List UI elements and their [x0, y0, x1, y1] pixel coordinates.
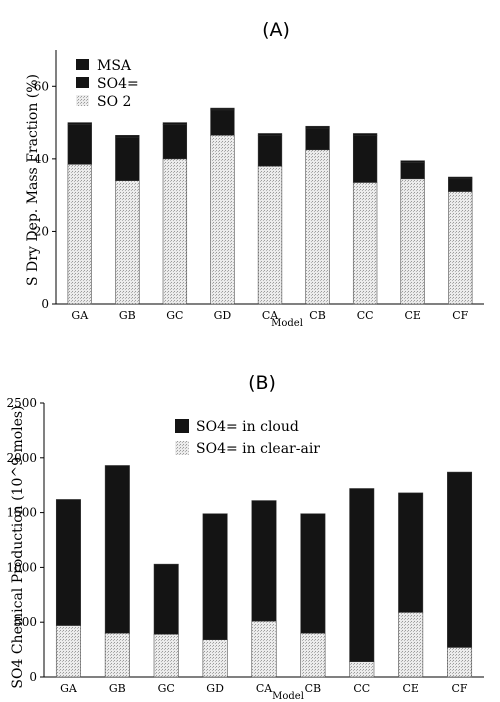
y-tick-label: 1000 — [6, 560, 37, 574]
legend-label-so4: SO4= — [97, 76, 139, 92]
x-tick-label: CE — [402, 682, 418, 695]
bar-segment-so-2-gd — [210, 135, 235, 305]
x-tick-label: GD — [206, 682, 224, 695]
legend-label-so4-cloud: SO4= in cloud — [196, 419, 299, 435]
bar-segment-so4--cf — [448, 178, 473, 192]
bar-segment-so4-in-clear-air-gd — [202, 639, 228, 678]
bar-segment-so4--gb — [115, 136, 140, 181]
x-tick-label: CC — [357, 309, 374, 322]
panel-a-legend: MSA SO4= SO 2 — [76, 58, 139, 110]
bar-segment-so4-in-cloud-cf — [447, 471, 473, 648]
bar-segment-so-2-gc — [162, 158, 188, 305]
x-tick-label: GA — [60, 682, 78, 695]
y-tick-label: 500 — [14, 615, 37, 629]
bar-segment-msa-cb — [305, 125, 330, 129]
x-tick-label: CF — [452, 309, 468, 322]
bar-segment-so4-in-clear-air-ga — [55, 625, 81, 678]
bar-segment-so4--ca — [257, 135, 283, 167]
bar-segment-msa-ga — [67, 122, 92, 125]
bar-segment-so4--ce — [400, 162, 425, 180]
x-tick-label: CA — [262, 309, 279, 322]
x-tick-label: CA — [256, 682, 273, 695]
x-tick-label: GB — [119, 309, 136, 322]
bar-segment-msa-gc — [162, 122, 188, 125]
bar-segment-so4-in-clear-air-gb — [104, 632, 130, 678]
bar-segment-so4--gd — [210, 109, 235, 136]
panel-b-axes: 0 500 1000 1500 2000 2500 GA GB GC GD CA CB CC CE CF — [6, 396, 484, 695]
x-tick-label: CF — [452, 682, 468, 695]
bar-segment-so-2-ce — [400, 178, 425, 305]
legend-label-so2: SO 2 — [97, 94, 131, 110]
bar-segment-so4-in-cloud-gd — [202, 513, 228, 640]
bar-segment-so-2-ca — [257, 165, 283, 305]
bar-segment-so4-in-clear-air-gc — [153, 634, 179, 678]
y-tick-label: 20 — [34, 224, 49, 238]
bar-segment-so-2-ga — [67, 164, 92, 305]
bar-segment-so4-in-cloud-cc — [349, 488, 375, 662]
bar-segment-so4-in-cloud-ca — [251, 500, 277, 622]
x-tick-label: CE — [404, 309, 420, 322]
bar-segment-so4-in-cloud-gb — [104, 465, 130, 634]
legend-swatch-so4 — [76, 77, 89, 88]
bar-segment-so-2-cc — [352, 182, 378, 305]
x-tick-label: GD — [214, 309, 232, 322]
y-tick-label: 2000 — [6, 451, 37, 465]
panel-a: (A) 0 20 40 60 GA GB GC GD CA CB CC CE CF Model S Dr… — [25, 19, 484, 329]
panel-b-label: (B) — [248, 372, 276, 394]
bar-segment-so4-in-cloud-cb — [300, 513, 326, 634]
x-tick-label: CB — [309, 309, 326, 322]
legend-swatch-so2 — [76, 95, 89, 106]
panel-a-label: (A) — [262, 19, 290, 41]
y-tick-label: 0 — [29, 670, 37, 684]
panel-b-legend: SO4= in cloud SO4= in clear-air — [175, 419, 320, 457]
panel-a-y-axis-label: S Dry Dep. Mass Fraction (%) — [25, 74, 41, 286]
bar-segment-msa-gb — [115, 135, 140, 138]
legend-label-msa: MSA — [97, 58, 132, 74]
y-tick-label: 2500 — [6, 396, 37, 410]
bar-segment-so4-in-clear-air-cf — [447, 647, 473, 678]
x-tick-label: CC — [353, 682, 370, 695]
bar-segment-so4-in-clear-air-ce — [398, 612, 424, 678]
panel-b-x-axis-label: Model — [272, 691, 304, 702]
bar-segment-so-2-gb — [115, 180, 140, 305]
panel-b: (B) 0 500 1000 1500 2000 2500 GA GB GC GD CA CB CC CE… — [6, 372, 484, 702]
bar-segment-so-2-cb — [305, 149, 330, 305]
x-tick-label: GC — [166, 309, 183, 322]
y-tick-label: 60 — [34, 79, 49, 93]
bar-segment-so4-in-cloud-ga — [55, 499, 81, 626]
bar-segment-so4--cc — [352, 135, 378, 183]
legend-label-so4-clear-air: SO4= in clear-air — [196, 441, 320, 457]
bar-segment-so4-in-clear-air-ca — [251, 620, 277, 678]
bar-segment-so4-in-clear-air-cb — [300, 632, 326, 678]
x-tick-label: CB — [305, 682, 322, 695]
y-tick-label: 1500 — [6, 506, 37, 520]
x-tick-label: GB — [109, 682, 126, 695]
bar-segment-so-2-cf — [448, 191, 473, 305]
x-tick-label: GC — [158, 682, 175, 695]
bar-segment-so4--gc — [162, 124, 188, 160]
legend-swatch-so4-clear-air — [175, 441, 189, 455]
panel-a-x-axis-label: Model — [271, 318, 303, 329]
panel-b-y-axis-label: SO4 Chemical Production (10^9 moles) — [10, 405, 26, 688]
bar-segment-msa-ce — [400, 160, 425, 163]
legend-swatch-msa — [76, 59, 89, 70]
bar-segment-msa-ca — [257, 133, 283, 136]
bar-segment-so4-in-cloud-ce — [398, 492, 424, 613]
bar-segment-msa-cc — [352, 133, 378, 136]
legend-swatch-so4-cloud — [175, 419, 189, 433]
bar-segment-so4--cb — [305, 127, 330, 151]
bar-segment-msa-cf — [448, 176, 473, 180]
bar-segment-msa-gd — [210, 107, 235, 111]
bar-segment-so4-in-cloud-gc — [153, 563, 179, 635]
y-tick-label: 0 — [41, 297, 49, 311]
y-tick-label: 40 — [34, 152, 49, 166]
panel-a-axes: 0 20 40 60 GA GB GC GD CA CB CC CE CF — [34, 50, 484, 322]
bar-segment-so4--ga — [67, 124, 92, 165]
x-tick-label: GA — [71, 309, 89, 322]
bar-segment-so4-in-clear-air-cc — [349, 661, 375, 678]
